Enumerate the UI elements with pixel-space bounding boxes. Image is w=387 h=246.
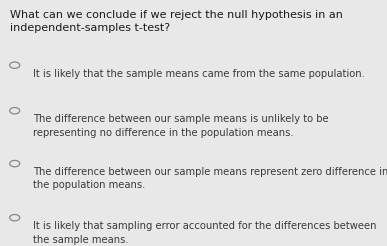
Text: The difference between our sample means represent zero difference in
the populat: The difference between our sample means … [33,167,387,190]
Text: The difference between our sample means is unlikely to be
representing no differ: The difference between our sample means … [33,114,329,138]
Text: It is likely that the sample means came from the same population.: It is likely that the sample means came … [33,69,365,79]
Text: What can we conclude if we reject the null hypothesis in an
independent-samples : What can we conclude if we reject the nu… [10,10,342,33]
Text: It is likely that sampling error accounted for the differences between
the sampl: It is likely that sampling error account… [33,221,377,245]
